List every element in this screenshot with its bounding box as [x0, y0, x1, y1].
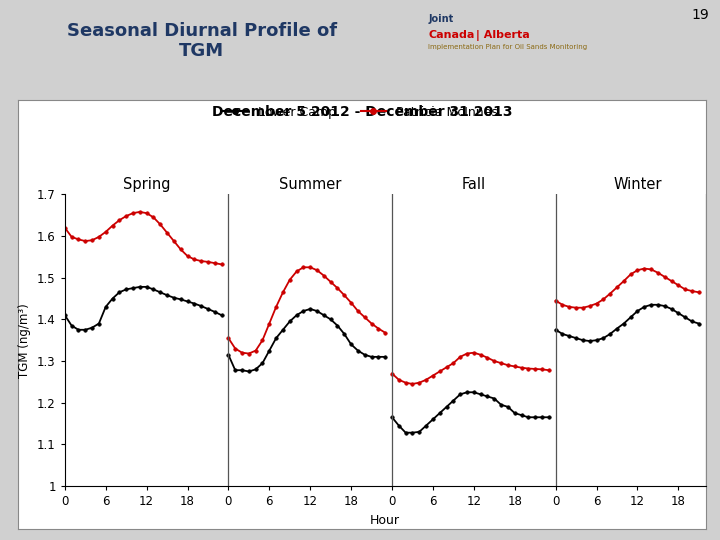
- Text: Seasonal Diurnal Profile of
TGM: Seasonal Diurnal Profile of TGM: [66, 22, 337, 60]
- Text: Fall: Fall: [462, 177, 486, 192]
- Y-axis label: TGM (ng/m³): TGM (ng/m³): [19, 303, 32, 377]
- Text: December 5 2012 - December 31 2013: December 5 2012 - December 31 2013: [212, 105, 512, 119]
- Text: Canada: Canada: [428, 30, 474, 40]
- Text: Spring: Spring: [123, 177, 171, 192]
- Text: 19: 19: [691, 8, 709, 22]
- Text: Implementation Plan for Oil Sands Monitoring: Implementation Plan for Oil Sands Monito…: [428, 44, 588, 50]
- Text: | Alberta: | Alberta: [472, 30, 529, 40]
- Text: Summer: Summer: [279, 177, 341, 192]
- Text: Joint: Joint: [428, 14, 454, 24]
- X-axis label: Hour: Hour: [370, 514, 400, 526]
- Legend: Lower Camp, Patricia McInnes: Lower Camp, Patricia McInnes: [217, 101, 503, 124]
- Text: Winter: Winter: [613, 177, 662, 192]
